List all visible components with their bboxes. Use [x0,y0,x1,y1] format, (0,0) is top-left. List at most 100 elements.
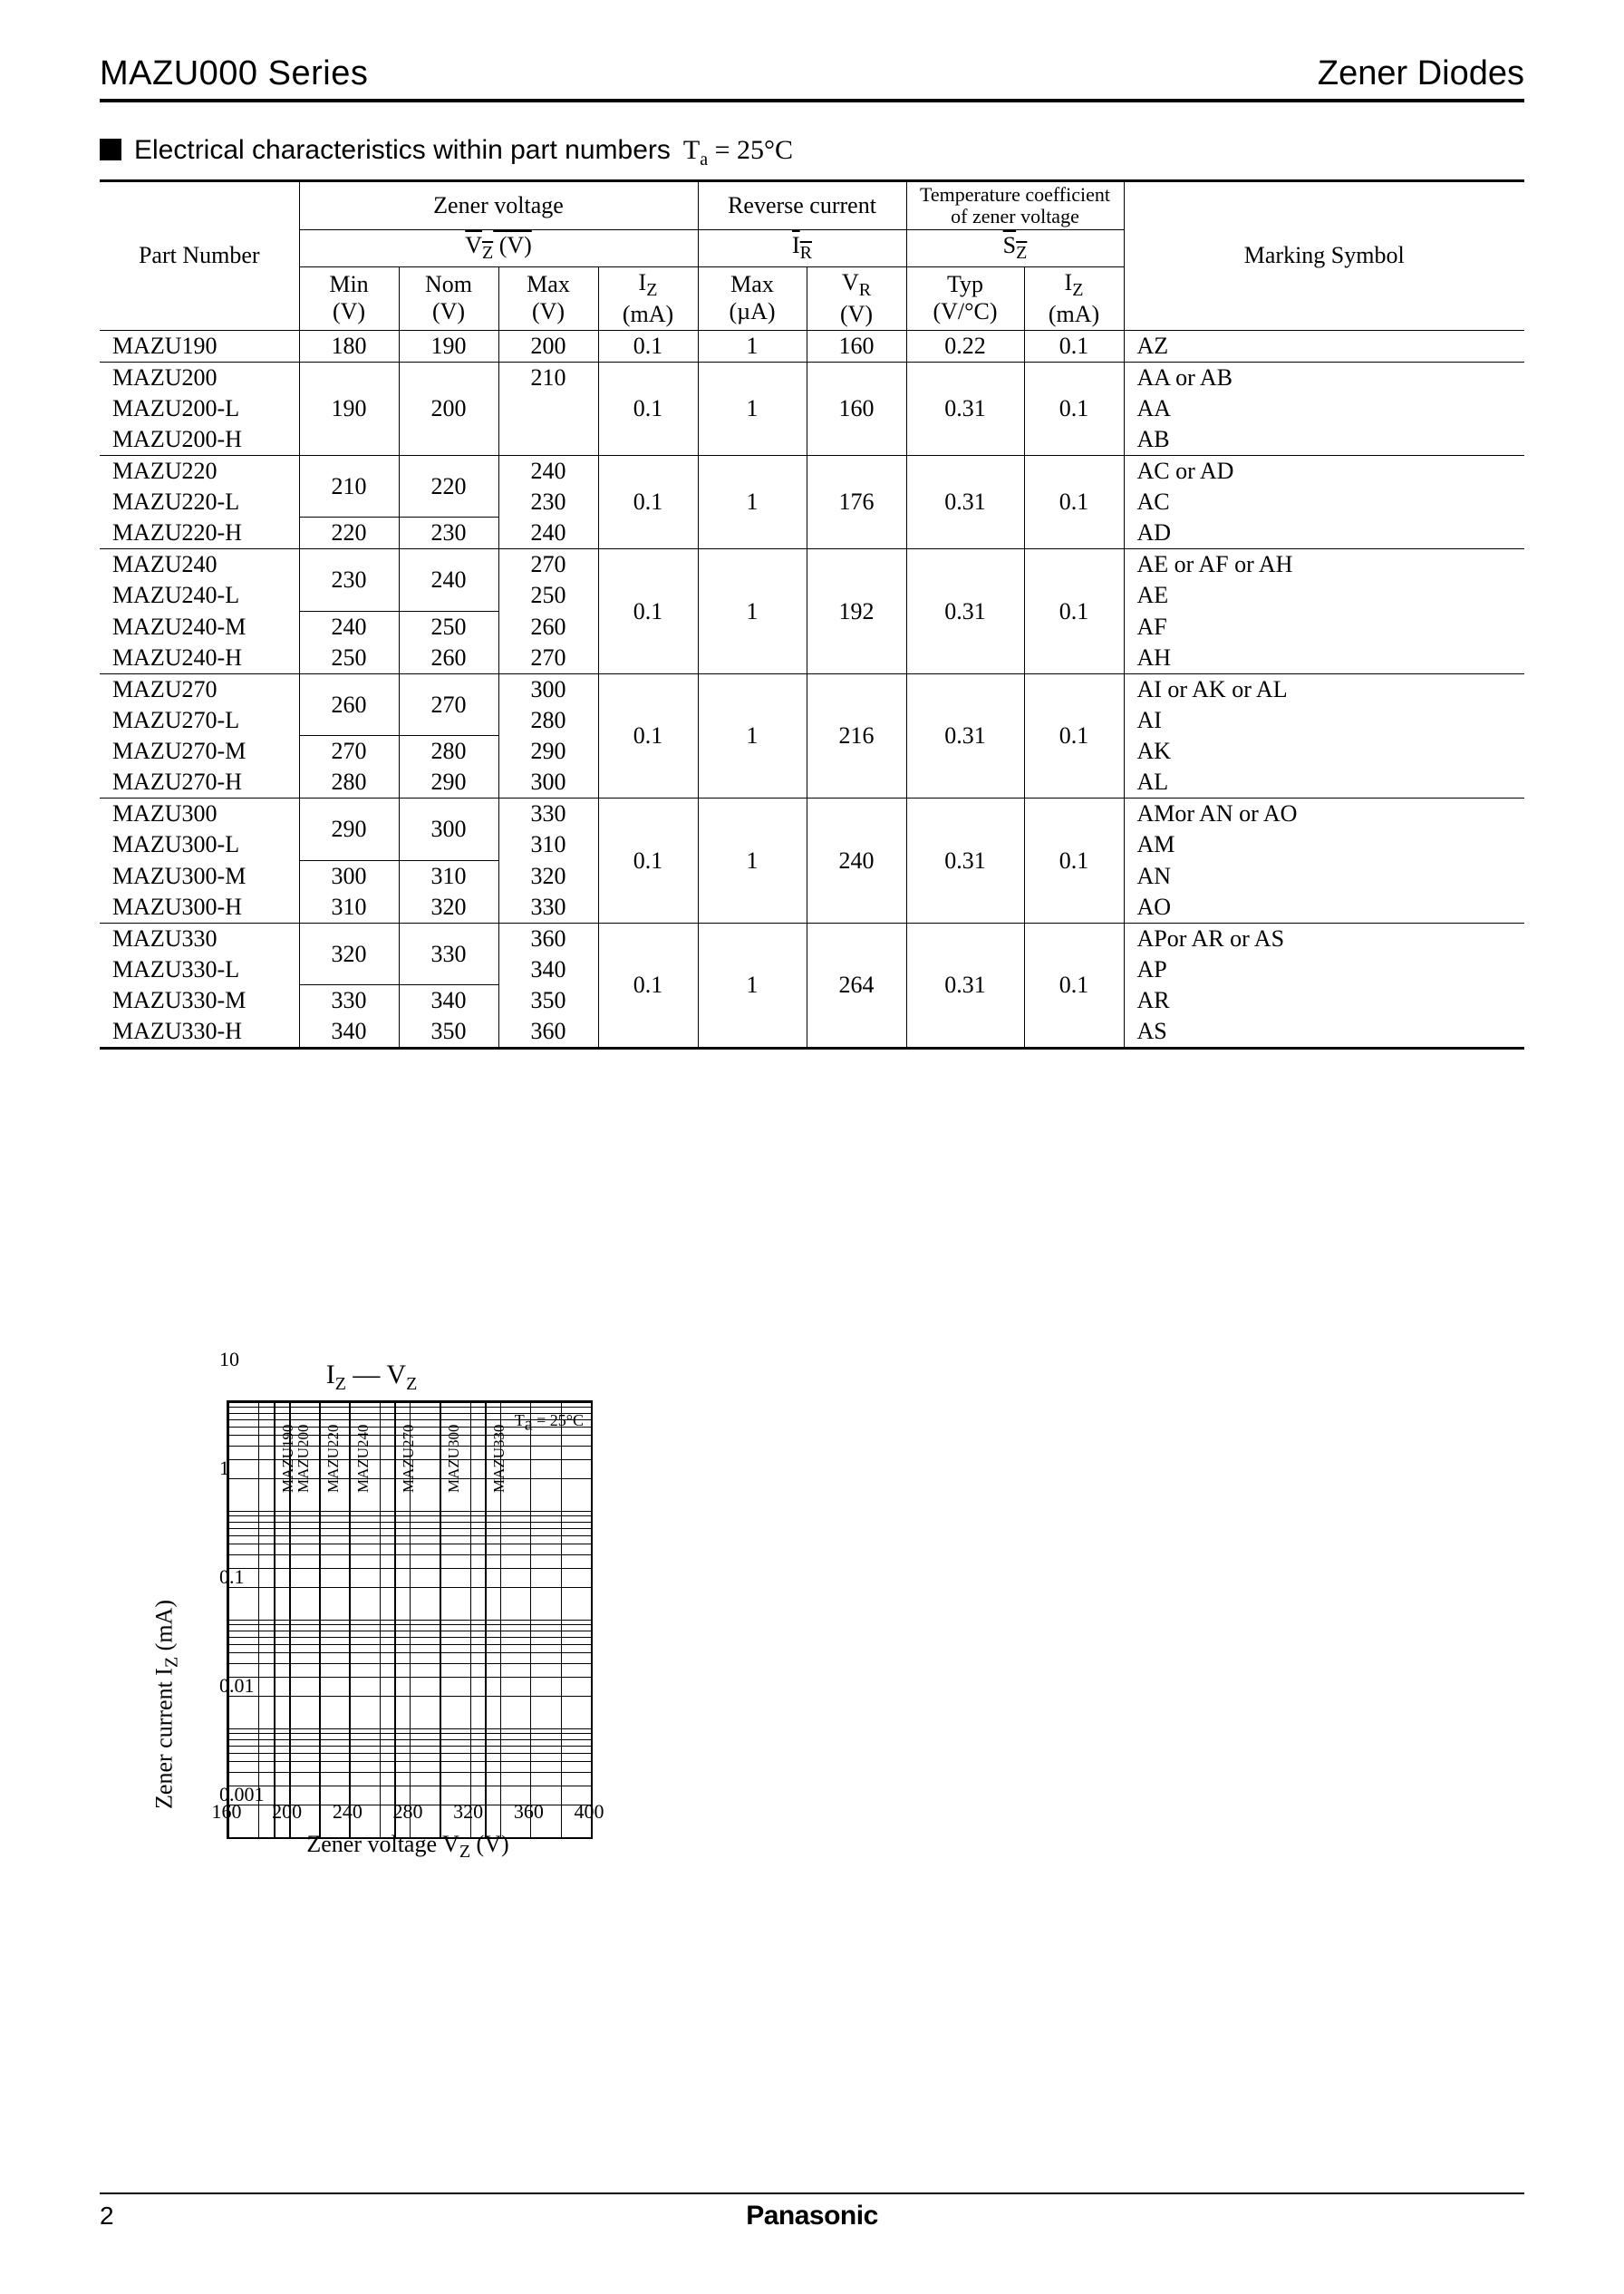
cell-marking: AE [1124,580,1524,611]
cell-part-number: MAZU220-H [100,518,299,549]
bullet-icon [100,139,121,160]
chart-series-label: MAZU220 [324,1424,343,1493]
cell-min: 260 [299,673,399,736]
section-title: Electrical characteristics within part n… [134,135,671,166]
chart-series-line [440,1402,441,1837]
cell-part-number: MAZU240-M [100,611,299,643]
cell-max: 290 [498,736,598,768]
cell-max: 330 [498,892,598,924]
cell-min: 230 [299,549,399,612]
cell-marking: AR [1124,985,1524,1017]
chart-series-line [349,1402,351,1837]
chart-series-line [319,1402,321,1837]
cell-vr: 216 [807,673,906,799]
cell-min: 250 [299,643,399,674]
cell-nom: 340 [399,985,498,1017]
cell-part-number: MAZU200-H [100,424,299,456]
chart-xtick: 360 [514,1800,544,1824]
cell-nom: 240 [399,549,498,612]
cell-nom: 320 [399,892,498,924]
cell-marking: AC [1124,487,1524,518]
cell-marking: AC or AD [1124,455,1524,487]
hdr-max: Max(V) [498,266,598,330]
cell-max: 250 [498,580,598,611]
cell-marking: AE or AF or AH [1124,549,1524,581]
hdr-typ: Typ(V/°C) [906,266,1024,330]
cell-nom: 280 [399,736,498,768]
category-title: Zener Diodes [1318,54,1524,93]
cell-max: 300 [498,673,598,705]
cell-typ: 0.31 [906,549,1024,674]
col-temp-coeff: Temperature coefficientof zener voltage [906,181,1124,230]
chart-series-label: MAZU300 [445,1424,463,1493]
cell-part-number: MAZU300 [100,799,299,830]
cell-nom: 310 [399,860,498,892]
cell-irmax: 1 [698,330,807,362]
table-row: MAZU2402302402700.111920.310.1AE or AF o… [100,549,1524,581]
chart-xtick: 320 [453,1800,483,1824]
cell-marking: AM [1124,829,1524,860]
cell-iz2: 0.1 [1024,330,1124,362]
cell-nom: 350 [399,1016,498,1049]
cell-max: 280 [498,705,598,736]
cell-typ: 0.31 [906,799,1024,924]
cell-min: 330 [299,985,399,1017]
cell-marking: AF [1124,611,1524,643]
chart-series-label: MAZU200 [295,1424,313,1493]
cell-iz: 0.1 [598,673,698,799]
table-row: MAZU3002903003300.112400.310.1AMor AN or… [100,799,1524,830]
section-condition: Ta = 25°C [683,135,793,170]
hdr-ir: IR [698,230,906,266]
chart-series-line [485,1402,487,1837]
cell-part-number: MAZU300-M [100,860,299,892]
cell-max: 270 [498,643,598,674]
cell-max: 240 [498,455,598,487]
cell-part-number: MAZU220-L [100,487,299,518]
chart-ylabel: Zener current IZ (mA) [150,1600,182,1809]
hdr-min: Min(V) [299,266,399,330]
hdr-vr: VR(V) [807,266,906,330]
cell-max: 330 [498,799,598,830]
cell-marking: AD [1124,518,1524,549]
cell-max: 300 [498,767,598,799]
cell-marking: AO [1124,892,1524,924]
cell-part-number: MAZU240 [100,549,299,581]
cell-typ: 0.31 [906,673,1024,799]
hdr-sz: SZ [906,230,1124,266]
col-part-number: Part Number [100,181,299,331]
cell-vr: 176 [807,455,906,549]
cell-min: 240 [299,611,399,643]
cell-iz2: 0.1 [1024,673,1124,799]
cell-iz2: 0.1 [1024,549,1124,674]
chart-series-label: MAZU330 [490,1424,508,1493]
cell-part-number: MAZU330-H [100,1016,299,1049]
cell-iz2: 0.1 [1024,923,1124,1049]
cell-typ: 0.22 [906,330,1024,362]
cell-part-number: MAZU300-H [100,892,299,924]
cell-marking: AN [1124,860,1524,892]
cell-marking: AS [1124,1016,1524,1049]
cell-max: 260 [498,611,598,643]
table-row: MAZU3303203303600.112640.310.1APor AR or… [100,923,1524,954]
cell-marking: APor AR or AS [1124,923,1524,954]
cell-min: 340 [299,1016,399,1049]
table-row: MAZU2202102202400.111760.310.1AC or AD [100,455,1524,487]
cell-max: 210 [498,362,598,393]
cell-max: 270 [498,549,598,581]
iz-vz-chart: IZ — VZ Ta = 25°C MAZU190MAZU200MAZU220M… [154,1360,589,1839]
table-row: MAZU1901801902000.111600.220.1AZ [100,330,1524,362]
cell-marking: AZ [1124,330,1524,362]
chart-condition: Ta = 25°C [515,1411,584,1436]
cell-iz: 0.1 [598,923,698,1049]
cell-part-number: MAZU300-L [100,829,299,860]
cell-max: 340 [498,954,598,985]
cell-part-number: MAZU330-L [100,954,299,985]
cell-irmax: 1 [698,923,807,1049]
chart-xtick: 200 [272,1800,302,1824]
cell-max [498,393,598,424]
cell-nom: 260 [399,643,498,674]
cell-iz: 0.1 [598,549,698,674]
cell-min: 190 [299,362,399,455]
cell-part-number: MAZU200-L [100,393,299,424]
cell-max: 200 [498,330,598,362]
